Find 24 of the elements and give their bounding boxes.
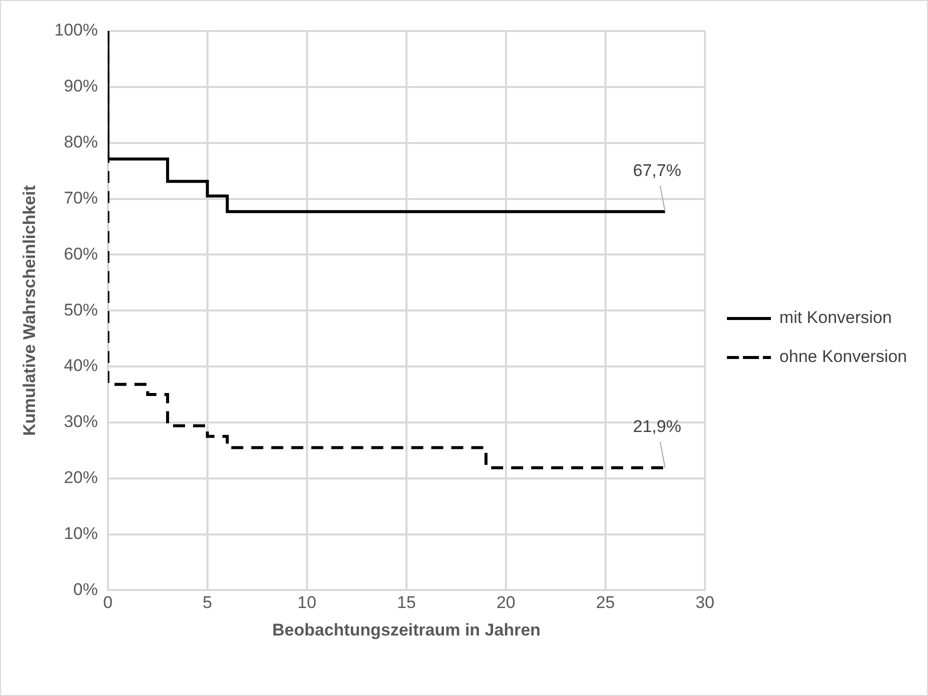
x-tick-label: 25 xyxy=(596,593,615,612)
y-tick-label: 80% xyxy=(64,132,98,152)
y-axis-title: Kumulative Wahrscheinlichkeit xyxy=(20,184,39,436)
y-tick-label: 90% xyxy=(64,76,98,96)
x-tick-label: 30 xyxy=(695,593,714,612)
x-tick-label: 15 xyxy=(396,593,416,612)
y-tick-label: 30% xyxy=(64,412,98,432)
y-tick-label: 50% xyxy=(64,300,98,320)
y-tick-label: 100% xyxy=(54,20,98,40)
x-axis-title: Beobachtungszeitraum in Jahren xyxy=(272,620,541,640)
x-tick-label: 0 xyxy=(103,593,113,612)
y-tick-label: 40% xyxy=(64,356,98,376)
y-tick-label: 10% xyxy=(64,524,98,543)
annotation: 67,7% xyxy=(633,160,682,180)
y-tick-label: 60% xyxy=(64,244,98,264)
x-tick-label: 20 xyxy=(496,593,516,612)
y-tick-label: 0% xyxy=(73,580,98,599)
annotation: 21,9% xyxy=(633,416,682,436)
x-tick-label: 5 xyxy=(202,593,212,612)
legend-label: ohne Konversion xyxy=(779,347,907,366)
x-tick-label: 10 xyxy=(297,593,316,612)
y-tick-label: 20% xyxy=(64,468,98,488)
y-tick-label: 70% xyxy=(64,188,98,208)
legend-label: mit Konversion xyxy=(779,308,892,328)
